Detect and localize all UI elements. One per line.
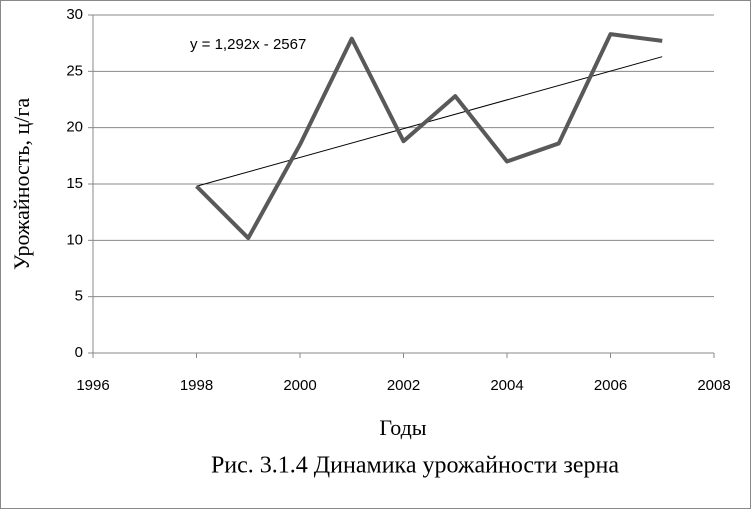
y-tick-label: 10: [66, 231, 83, 248]
trendline: [196, 56, 663, 187]
x-tick-label: 2000: [283, 377, 316, 394]
y-tick-label: 0: [75, 344, 83, 361]
y-tick-label: 20: [66, 119, 83, 136]
y-axis-label: Урожайность, ц/га: [9, 98, 34, 270]
x-axis-label: Годы: [379, 415, 426, 440]
trend-equation: y = 1,292x - 2567: [190, 36, 306, 53]
x-tick-label: 2004: [490, 377, 523, 394]
x-tick-label: 2008: [697, 377, 730, 394]
y-tick-label: 30: [66, 6, 83, 23]
x-tick-label: 1996: [76, 377, 109, 394]
y-tick-label: 5: [75, 288, 83, 305]
caption: Рис. 3.1.4 Динамика урожайности зерна: [211, 453, 619, 479]
data-line: [195, 32, 663, 241]
x-tick-label: 2002: [387, 377, 420, 394]
y-tick-label: 15: [66, 175, 83, 192]
y-tick-label: 25: [66, 62, 83, 79]
x-tick-label: 2006: [594, 377, 627, 394]
x-tick-label: 1998: [180, 377, 213, 394]
